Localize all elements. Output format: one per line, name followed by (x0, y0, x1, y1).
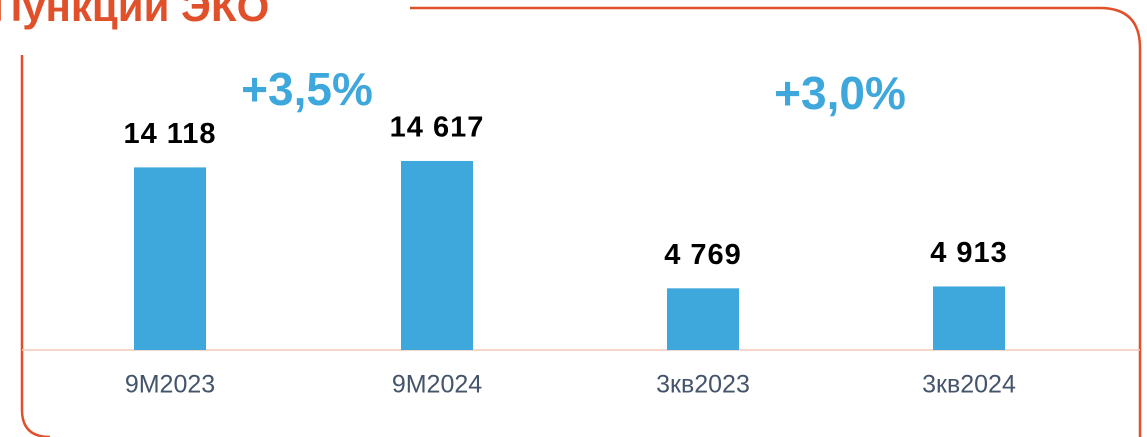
bar (933, 286, 1005, 350)
value-label: 14 118 (123, 118, 216, 150)
bar (667, 288, 739, 350)
value-label: 4 769 (664, 239, 742, 271)
annotation: +3,5% (241, 63, 373, 115)
x-tick-label: 3кв2023 (656, 371, 750, 399)
value-label: 14 617 (390, 112, 485, 144)
value-label: 4 913 (930, 237, 1008, 269)
x-tick-label: 3кв2024 (922, 371, 1016, 399)
chart-title: Пункции ЭКО (0, 0, 269, 30)
x-tick-label: 9M2024 (392, 371, 482, 399)
annotation: +3,0% (774, 67, 906, 119)
bar (134, 167, 206, 350)
x-tick-label: 9M2023 (125, 371, 215, 399)
bar (401, 160, 473, 350)
